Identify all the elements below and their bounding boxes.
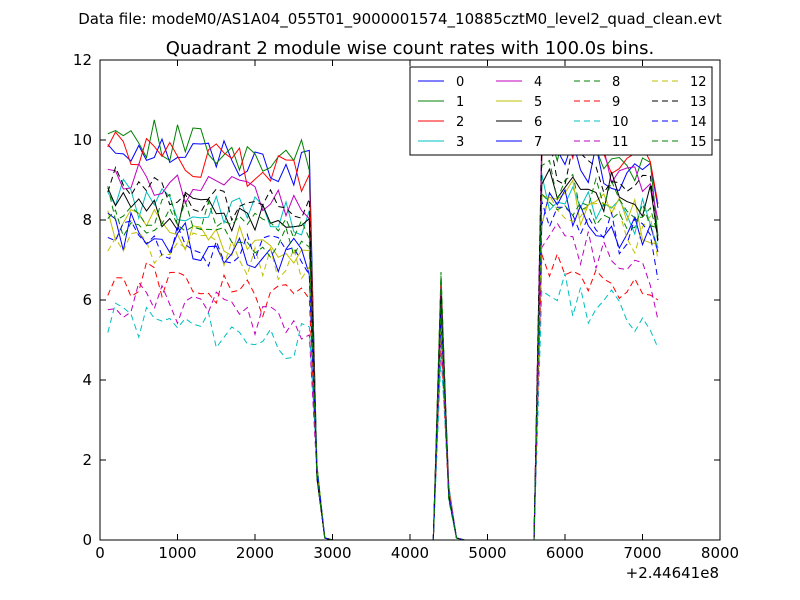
legend-label-3: 3 — [456, 135, 464, 150]
legend-label-4: 4 — [534, 75, 542, 90]
y-tick-label: 0 — [82, 531, 92, 549]
legend-label-1: 1 — [456, 95, 464, 110]
legend-label-2: 2 — [456, 115, 464, 130]
legend-label-13: 13 — [690, 95, 707, 110]
x-tick-label: 4000 — [391, 544, 429, 562]
series-line-13 — [107, 138, 659, 540]
legend-label-14: 14 — [690, 115, 707, 130]
x-tick-label: 1000 — [158, 544, 196, 562]
x-tick-label: 6000 — [546, 544, 584, 562]
y-tick-label: 8 — [82, 211, 92, 229]
legend-label-10: 10 — [612, 115, 629, 130]
legend-label-12: 12 — [690, 75, 707, 90]
legend-label-5: 5 — [534, 95, 542, 110]
x-tick-label: 0 — [95, 544, 105, 562]
legend-label-15: 15 — [690, 135, 707, 150]
chart-title: Quadrant 2 module wise count rates with … — [166, 38, 655, 59]
series-line-10 — [107, 273, 659, 540]
x-tick-label: 7000 — [623, 544, 661, 562]
y-tick-label: 2 — [82, 451, 92, 469]
legend-label-6: 6 — [534, 115, 542, 130]
x-tick-label: 3000 — [313, 544, 351, 562]
legend-label-8: 8 — [612, 75, 620, 90]
series-line-3 — [107, 174, 659, 540]
series-line-7 — [107, 188, 659, 540]
series-line-14 — [107, 201, 659, 540]
x-offset-label: +2.44641e8 — [626, 564, 719, 582]
legend-label-11: 11 — [612, 135, 629, 150]
series-line-9 — [107, 252, 659, 540]
series-line-1 — [107, 119, 659, 540]
series-line-11 — [107, 222, 659, 540]
data-file-header: Data file: modeM0/AS1A04_055T01_90000015… — [78, 10, 722, 29]
series-line-5 — [107, 179, 659, 540]
series-line-8 — [107, 159, 659, 540]
legend-label-9: 9 — [612, 95, 620, 110]
series-line-0 — [107, 137, 659, 540]
legend-box — [409, 66, 713, 156]
x-tick-label: 5000 — [468, 544, 506, 562]
legend-label-0: 0 — [456, 75, 464, 90]
series-line-6 — [107, 167, 659, 540]
legend-label-7: 7 — [534, 135, 542, 150]
x-tick-label: 2000 — [236, 544, 274, 562]
y-tick-label: 10 — [73, 131, 92, 149]
plot-lines — [107, 117, 659, 540]
x-tick-label: 8000 — [701, 544, 739, 562]
series-line-15 — [107, 192, 659, 540]
y-tick-label: 12 — [73, 51, 92, 69]
y-tick-label: 4 — [82, 371, 92, 389]
axes: 0 1000 2000 3000 4000 5000 6000 7000 80000246810… — [73, 51, 739, 562]
y-tick-label: 6 — [82, 291, 92, 309]
